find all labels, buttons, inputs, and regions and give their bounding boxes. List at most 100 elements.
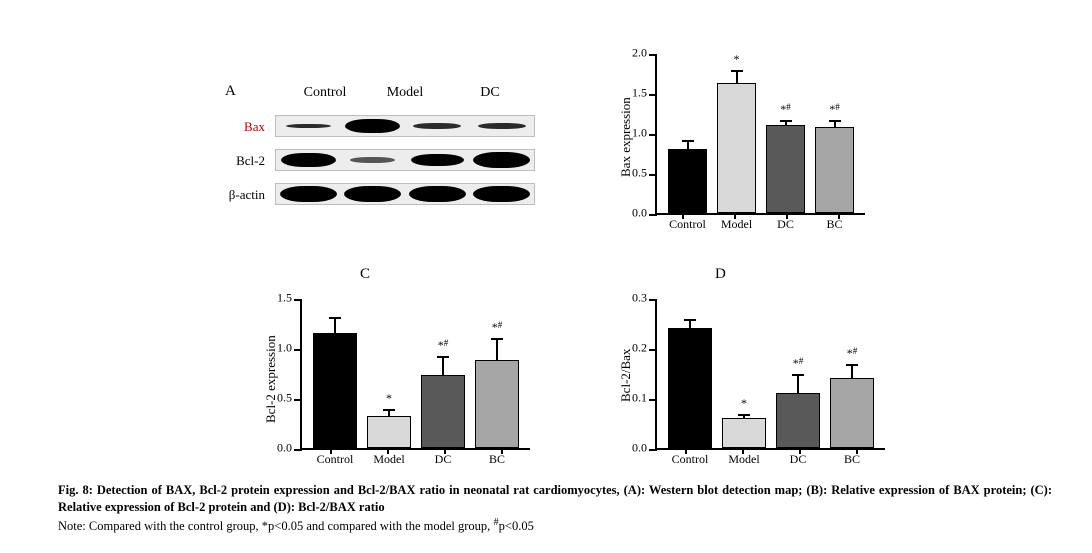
y-tick-label: 1.5 bbox=[277, 291, 292, 306]
significance-marker: *# bbox=[780, 102, 791, 117]
y-tick-label: 0.5 bbox=[277, 391, 292, 406]
blot-lane bbox=[341, 150, 406, 170]
bar-wrap: *# bbox=[761, 125, 810, 213]
bars-group: * *# *# bbox=[302, 300, 530, 448]
bar-wrap: * bbox=[712, 83, 761, 213]
error-bar bbox=[743, 414, 745, 419]
caption-line2c: p<0.05 bbox=[499, 519, 534, 533]
error-bar bbox=[689, 319, 691, 329]
bar-wrap: *# bbox=[771, 393, 825, 448]
bar-wrap: *# bbox=[810, 127, 859, 213]
blot-band bbox=[345, 119, 400, 133]
y-tick-label: 0.0 bbox=[632, 441, 647, 456]
panel-a: A ControlModelDC BaxBcl-2β-actin bbox=[210, 95, 540, 235]
y-tick bbox=[649, 399, 657, 401]
error-bar bbox=[687, 140, 689, 150]
y-axis-label: Bax expression bbox=[618, 97, 634, 177]
y-tick-label: 0.0 bbox=[632, 206, 647, 221]
blot-strip bbox=[275, 115, 535, 137]
x-label: DC bbox=[771, 452, 825, 467]
x-label: Control bbox=[308, 452, 362, 467]
x-labels: ControlModelDCBC bbox=[657, 213, 865, 232]
y-tick bbox=[649, 134, 657, 136]
blot-band bbox=[281, 153, 336, 167]
x-label: Control bbox=[663, 452, 717, 467]
y-tick bbox=[649, 449, 657, 451]
y-tick bbox=[649, 54, 657, 56]
significance-marker: * bbox=[734, 52, 740, 67]
y-tick-label: 0.0 bbox=[277, 441, 292, 456]
blot-lane bbox=[470, 184, 535, 204]
blot-lane bbox=[276, 150, 341, 170]
y-tick bbox=[649, 94, 657, 96]
blot-lane bbox=[470, 150, 535, 170]
blot-band bbox=[473, 152, 530, 168]
error-bar bbox=[736, 70, 738, 84]
blot-band bbox=[409, 186, 466, 202]
blot-lane bbox=[276, 116, 341, 136]
y-tick bbox=[294, 399, 302, 401]
blot-band bbox=[344, 186, 401, 202]
blot-lane bbox=[405, 116, 470, 136]
y-tick bbox=[294, 299, 302, 301]
x-label: DC bbox=[416, 452, 470, 467]
error-bar bbox=[834, 120, 836, 128]
blot-band bbox=[286, 124, 331, 128]
blot-lane bbox=[405, 184, 470, 204]
error-bar bbox=[785, 120, 787, 126]
error-bar bbox=[851, 364, 853, 379]
bar bbox=[668, 328, 711, 448]
y-tick bbox=[294, 449, 302, 451]
x-label: BC bbox=[825, 452, 879, 467]
bar bbox=[668, 149, 707, 213]
bar bbox=[717, 83, 756, 213]
blot-lane bbox=[405, 150, 470, 170]
blot-lane bbox=[470, 116, 535, 136]
x-labels: ControlModelDCBC bbox=[657, 448, 885, 467]
bar-wrap: * bbox=[362, 416, 416, 448]
y-tick-label: 0.5 bbox=[632, 166, 647, 181]
caption-line2a: Note: Compared with the control group, *… bbox=[58, 519, 493, 533]
plot-area: 0.00.51.01.52.0**#*#ControlModelDCBC bbox=[655, 55, 865, 215]
x-label: Model bbox=[362, 452, 416, 467]
bar-wrap: *# bbox=[470, 360, 524, 448]
bars-group: **#*# bbox=[657, 55, 865, 213]
error-bar bbox=[388, 409, 390, 417]
significance-marker: *# bbox=[492, 320, 503, 335]
y-tick-label: 0.3 bbox=[632, 291, 647, 306]
blot-lane bbox=[341, 116, 406, 136]
panel-c-letter: C bbox=[360, 266, 370, 283]
error-bar bbox=[334, 317, 336, 334]
x-label: BC bbox=[470, 452, 524, 467]
blot-band bbox=[411, 154, 464, 166]
blot-lane bbox=[276, 184, 341, 204]
x-label: Control bbox=[663, 217, 712, 232]
blot-band bbox=[413, 123, 461, 129]
blot-strip bbox=[275, 183, 535, 205]
bar bbox=[830, 378, 873, 448]
caption-line1: Fig. 8: Detection of BAX, Bcl-2 protein … bbox=[58, 483, 1052, 514]
figure-container: A ControlModelDC BaxBcl-2β-actin B0.00.5… bbox=[0, 0, 1092, 553]
significance-marker: *# bbox=[829, 102, 840, 117]
bar bbox=[475, 360, 518, 448]
y-tick bbox=[649, 174, 657, 176]
y-tick bbox=[294, 349, 302, 351]
blot-band bbox=[473, 186, 530, 202]
significance-marker: *# bbox=[793, 356, 804, 371]
blot-header-label: DC bbox=[440, 85, 540, 101]
panel-a-letter: A bbox=[225, 83, 236, 100]
blot-row-label: β-actin bbox=[210, 187, 265, 203]
error-bar bbox=[496, 338, 498, 361]
bar bbox=[722, 418, 765, 448]
blot-row: Bcl-2 bbox=[210, 147, 540, 175]
bar bbox=[776, 393, 819, 448]
blot-lane bbox=[341, 184, 406, 204]
bar-wrap: * bbox=[717, 418, 771, 448]
bar-wrap: *# bbox=[825, 378, 879, 448]
blot-row: Bax bbox=[210, 113, 540, 141]
y-tick bbox=[649, 299, 657, 301]
blot-header: ControlModelDC bbox=[280, 85, 540, 101]
y-tick-label: 1.5 bbox=[632, 86, 647, 101]
x-label: DC bbox=[761, 217, 810, 232]
blot-row: β-actin bbox=[210, 181, 540, 209]
